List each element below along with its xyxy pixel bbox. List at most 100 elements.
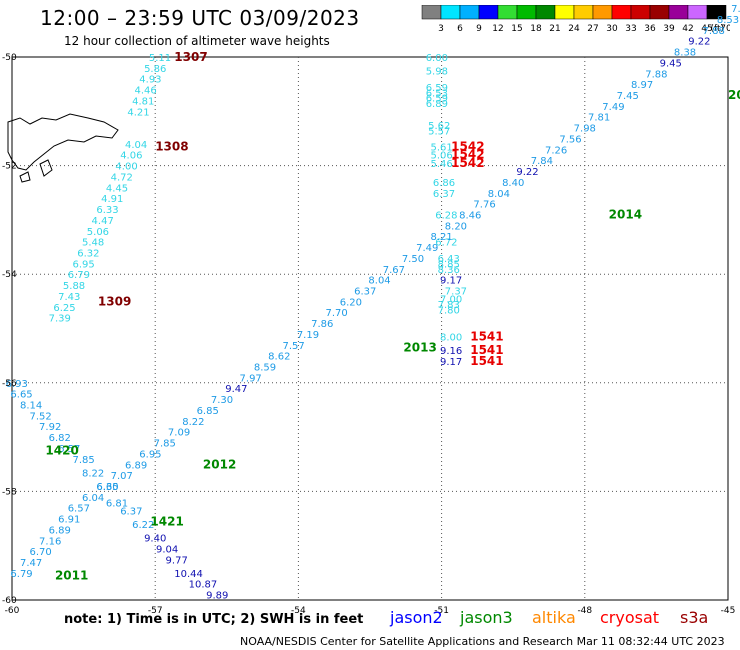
wave-height-label: 10.87 [189, 580, 218, 591]
wave-height-label: 8.85 [438, 259, 460, 270]
pass-time-label: 1542 [451, 156, 484, 170]
lat-tick-label: -50 [2, 53, 17, 63]
wave-height-label: 8.62 [268, 352, 290, 363]
wave-height-label: 6.28 [435, 210, 457, 221]
wave-height-label: 6.37 [354, 286, 376, 297]
pass-time-label: 20 [728, 88, 740, 102]
wave-height-label: 8.21 [430, 232, 452, 243]
falkland-coastline [7, 113, 119, 183]
pass-time-label: 1309 [98, 294, 131, 308]
lon-tick-label: -45 [721, 606, 736, 616]
wave-height-label: 4.72 [111, 172, 133, 183]
wave-height-label: 7.97 [240, 373, 262, 384]
wave-height-label: 7.83 [438, 300, 460, 311]
wave-height-label: 6.65 [10, 390, 32, 401]
wave-height-label: 7.07 [111, 471, 133, 482]
wave-height-label: 7.19 [297, 330, 319, 341]
wave-height-label: 9.04 [156, 544, 178, 555]
wave-height-label: 6.32 [77, 248, 99, 259]
wave-height-label: 6.89 [49, 525, 71, 536]
pass-time-label: 1308 [155, 140, 188, 154]
wave-height-label: 7.47 [20, 558, 42, 569]
pass-time-label: 1541 [470, 354, 503, 368]
page-subtitle: 12 hour collection of altimeter wave hei… [64, 34, 330, 48]
wave-height-label: 8.38 [674, 48, 696, 59]
wave-height-label: 5.11 [149, 53, 171, 64]
wave-height-label: 7.92 [39, 422, 61, 433]
wave-height-label: 5.62 [428, 121, 450, 132]
legend-label: 36 [644, 24, 656, 34]
wave-height-label: 8.04 [488, 189, 510, 200]
wave-height-label: 5.46 [430, 159, 452, 170]
wave-height-label: 8.00 [440, 333, 462, 344]
wave-height-label: 6.59 [426, 83, 448, 94]
wave-height-label: 6.43 [438, 254, 460, 265]
wave-height-label: 6.33 [96, 205, 118, 216]
wave-height-label: 6.57 [68, 504, 90, 515]
wave-height-label: 6.72 [435, 238, 457, 249]
wave-height-label: 9.16 [440, 346, 462, 357]
wave-height-values: 5.115.864.934.464.814.21 4.044.064.004.72… [6, 4, 740, 601]
wave-height-label: 6.95 [72, 259, 94, 270]
wave-height-label: 7.00 [440, 295, 462, 306]
wave-height-label: 7.49 [602, 102, 624, 113]
wave-height-label: 5.88 [63, 281, 85, 292]
legend-label: 30 [606, 24, 618, 34]
wave-height-label: 6.86 [433, 178, 455, 189]
wave-height-label: 6.37 [433, 189, 455, 200]
wave-height-label: 6.04 [82, 493, 104, 504]
wave-height-label: 4.93 [139, 75, 161, 86]
wave-height-label: 8.22 [82, 468, 104, 479]
wave-height-label: 6.60 [96, 482, 118, 493]
wave-height-label: 7.49 [416, 243, 438, 254]
pass-time-label: 1421 [150, 514, 183, 528]
wave-height-label: 8.04 [368, 276, 390, 287]
wave-height-label: 6.53 [426, 88, 448, 99]
wave-height-label: 7.81 [588, 113, 610, 124]
legend-swatch [459, 5, 480, 20]
wave-height-label: 6.35 [96, 482, 118, 493]
wave-height-label: 7.57 [282, 341, 304, 352]
legend-unit: (ft) [710, 24, 724, 34]
legend-swatch [630, 5, 651, 20]
wave-height-label: 6.93 [6, 379, 28, 390]
wave-height-label: 8.46 [459, 210, 481, 221]
legend-swatch [554, 5, 575, 20]
satellite-label-s3a: s3a [680, 608, 709, 627]
wave-height-label: 7.67 [383, 265, 405, 276]
legend-swatch [573, 5, 594, 20]
wave-height-label: 5.86 [144, 64, 166, 75]
wave-height-label: 6.79 [10, 569, 32, 580]
wave-height-label: 8.40 [502, 178, 524, 189]
legend-swatch [592, 5, 613, 20]
wave-height-label: 7.98 [574, 124, 596, 135]
wave-height-label: 4.46 [135, 86, 157, 97]
pass-time-labels: 1307130813091542154215421541154115411420… [45, 50, 740, 583]
wave-height-label: 7.39 [49, 314, 71, 325]
wave-height-label: 7.88 [645, 69, 667, 80]
legend-label: 3 [438, 24, 444, 34]
wave-height-label: 6.00 [426, 53, 448, 64]
wave-height-label: 5.48 [82, 238, 104, 249]
legend-swatch [706, 5, 727, 20]
wave-height-label: 7.09 [168, 428, 190, 439]
wave-height-label: 9.17 [440, 357, 462, 368]
legend-swatch [649, 5, 670, 20]
wave-height-label: 7.50 [402, 254, 424, 265]
wave-height-label: 4.91 [101, 194, 123, 205]
wave-height-label: 4.47 [92, 216, 114, 227]
wave-height-label: 7.85 [72, 455, 94, 466]
wave-height-label: 6.37 [120, 506, 142, 517]
lat-tick-label: -58 [2, 487, 17, 497]
legend-label: 15 [511, 24, 522, 34]
wave-height-label: 8.36 [438, 265, 460, 276]
lon-tick-label: -60 [5, 606, 20, 616]
wave-height-label: 6.20 [340, 297, 362, 308]
satellite-label-altika: altika [532, 608, 576, 627]
wave-height-label: 8.59 [254, 363, 276, 374]
wave-height-label: 6.59 [426, 94, 448, 105]
legend-swatch [421, 5, 442, 20]
pass-time-label: 2013 [403, 341, 436, 355]
pass-time-label: 2014 [609, 207, 642, 221]
wave-height-label: 8.22 [182, 417, 204, 428]
